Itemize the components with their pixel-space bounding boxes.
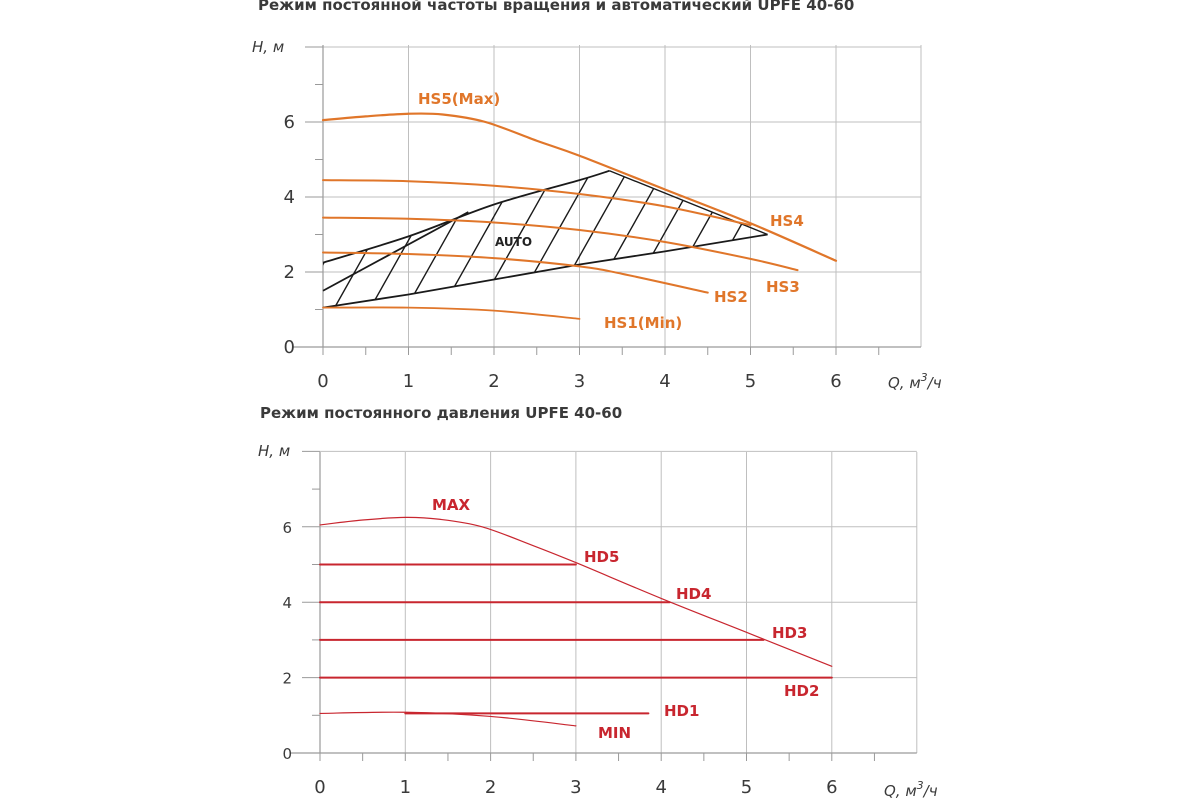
auto-zone [35, 160, 1200, 329]
tick-labels: 0 1 2 3 4 5 6 0 2 4 6 [282, 519, 837, 798]
series-line-hs5-max [321, 112, 838, 262]
series-label-hs2: HS2 [714, 288, 748, 306]
hatch-line [1007, 160, 1102, 329]
hatch-line [971, 160, 1066, 329]
series-label-hd5: HD5 [584, 548, 619, 566]
x-axis-label-sup: 3 [917, 779, 924, 792]
series-line-hs3 [322, 216, 799, 272]
series-label-hd2: HD2 [784, 682, 819, 700]
chart-title: Режим постоянного давления UPFE 40-60 [260, 404, 622, 422]
hatch-line [107, 160, 202, 329]
auto-zone-label: AUTO [495, 235, 532, 249]
hatch-line [35, 160, 130, 329]
x-axis-label: Q, м3/ч [884, 779, 938, 800]
series-label-hs3: HS3 [766, 278, 800, 296]
auto-zone-upper-line [322, 169, 610, 264]
hatch-line [323, 170, 419, 308]
series-label-min: MIN [598, 724, 631, 742]
y-tick-label: 4 [282, 594, 292, 612]
y-tick-label: 6 [284, 112, 295, 133]
x-tick-label: 3 [574, 371, 585, 392]
auto-zone-lower-line [322, 233, 768, 309]
hatch-line [323, 170, 383, 308]
x-tick-label: 0 [314, 777, 325, 798]
auto-zone-mid-line [322, 211, 469, 292]
x-tick-label: 6 [826, 777, 837, 798]
series-line-min [319, 711, 577, 727]
hatch-line [215, 160, 310, 329]
series-label-hd3: HD3 [772, 624, 807, 642]
tick-labels: 0 1 2 3 4 5 6 0 2 4 6 [284, 112, 842, 392]
hatch-line [827, 160, 922, 329]
series-group [321, 112, 838, 320]
y-tick-label: 6 [282, 519, 292, 537]
hatch-line [538, 170, 635, 308]
chart-title: Режим постоянной частоты вращения и авто… [258, 0, 854, 14]
x-tick-label: 1 [403, 371, 414, 392]
hatch-line [71, 160, 166, 329]
series-label-hs4: HS4 [770, 212, 804, 230]
x-axis-label-prefix: Q, м [888, 374, 921, 392]
chart-constant-speed: Режим постоянной частоты вращения и авто… [35, 0, 1200, 392]
x-axis-label-suffix: /ч [922, 782, 938, 800]
series-line-hs1-min [322, 306, 581, 320]
grid [293, 45, 922, 355]
x-tick-label: 2 [488, 371, 499, 392]
y-axis-label: H, м [252, 38, 284, 56]
x-tick-label: 4 [659, 371, 670, 392]
x-axis-label: Q, м3/ч [888, 371, 942, 392]
series-line-max [319, 516, 833, 667]
hatch-line [143, 160, 238, 329]
hatch-line [899, 160, 994, 329]
y-tick-label: 2 [284, 262, 295, 283]
x-axis-label-sup: 3 [921, 371, 928, 384]
series-group [319, 516, 833, 727]
hatch-line [1043, 160, 1138, 329]
series-line-hs2 [322, 251, 709, 294]
hatch-line [358, 170, 455, 308]
y-tick-label: 0 [282, 745, 292, 763]
hatch-line [1079, 160, 1174, 329]
series-label-hd4: HD4 [676, 585, 711, 603]
hatch-line [1115, 160, 1200, 329]
chart-constant-pressure: Режим постоянного давления UPFE 40-60 H,… [258, 404, 938, 800]
hatch-line [863, 160, 958, 329]
auto-zone-hatch [35, 160, 1200, 329]
x-tick-label: 2 [485, 777, 496, 798]
x-tick-label: 6 [830, 371, 841, 392]
x-tick-label: 4 [655, 777, 666, 798]
y-tick-label: 0 [284, 337, 295, 358]
x-axis-label-prefix: Q, м [884, 782, 917, 800]
hatch-line [179, 160, 274, 329]
x-tick-label: 5 [741, 777, 752, 798]
series-label-hd1: HD1 [664, 702, 699, 720]
series-label-hs1: HS1(Min) [604, 314, 682, 332]
hatch-line [1151, 160, 1200, 329]
y-axis-label: H, м [258, 442, 290, 460]
series-label-hs5: HS5(Max) [418, 90, 500, 108]
hatch-line [323, 170, 347, 308]
y-tick-label: 2 [282, 670, 292, 688]
x-tick-label: 5 [745, 371, 756, 392]
x-tick-label: 1 [400, 777, 411, 798]
hatch-line [791, 160, 886, 329]
series-line-hs4 [322, 179, 752, 227]
grid [290, 450, 918, 761]
y-tick-label: 4 [284, 187, 295, 208]
x-tick-label: 0 [317, 371, 328, 392]
x-tick-label: 3 [570, 777, 581, 798]
hatch-line [935, 160, 1030, 329]
x-axis-label-suffix: /ч [926, 374, 942, 392]
series-label-max: MAX [432, 496, 471, 514]
hatch-line [610, 170, 707, 308]
